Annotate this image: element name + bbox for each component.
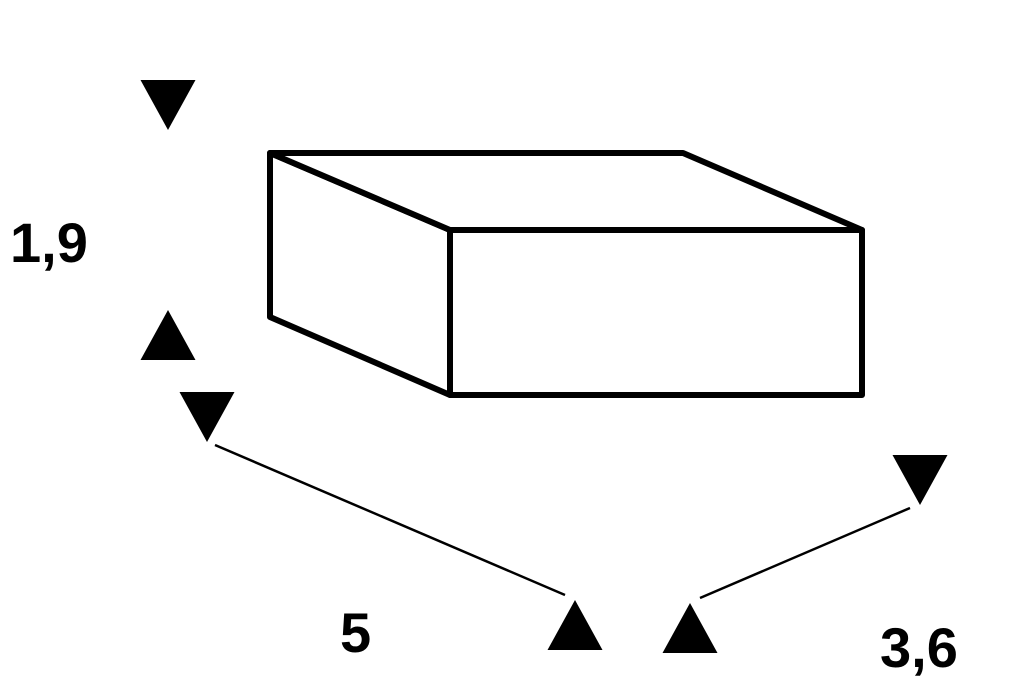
depth-arrow-start-icon xyxy=(663,603,718,653)
depth-arrow-end-icon xyxy=(893,455,948,505)
width-arrow-end-icon xyxy=(548,600,603,650)
width-label: 5 xyxy=(340,600,371,665)
box-front-face xyxy=(450,230,862,395)
width-dimension-line xyxy=(215,445,565,595)
height-arrow-bottom-icon xyxy=(141,310,196,360)
diagram-canvas: 1,9 5 3,6 xyxy=(0,0,1014,700)
width-arrow-start-icon xyxy=(180,392,235,442)
height-arrow-top-icon xyxy=(141,80,196,130)
height-label: 1,9 xyxy=(10,210,88,275)
depth-dimension-line xyxy=(700,508,910,598)
depth-label: 3,6 xyxy=(880,615,958,680)
diagram-svg xyxy=(0,0,1014,700)
